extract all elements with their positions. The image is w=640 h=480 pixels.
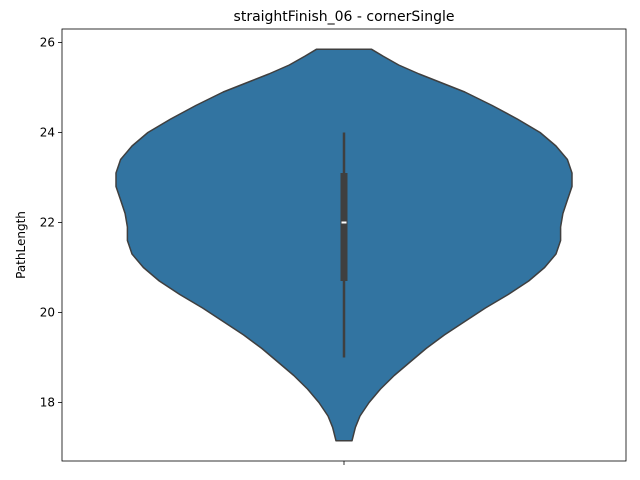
y-tick-label: 22 [40,216,55,230]
iqr-box [340,173,348,281]
y-axis-label: PathLength [14,211,28,279]
chart-title: straightFinish_06 - cornerSingle [234,9,455,25]
plot-area [115,48,573,442]
y-tick-label: 20 [40,306,55,320]
y-tick-label: 26 [40,36,55,50]
y-tick-label: 24 [40,126,55,140]
y-axis: 18 20 22 24 26 [40,36,62,410]
y-tick-label: 18 [40,396,55,410]
